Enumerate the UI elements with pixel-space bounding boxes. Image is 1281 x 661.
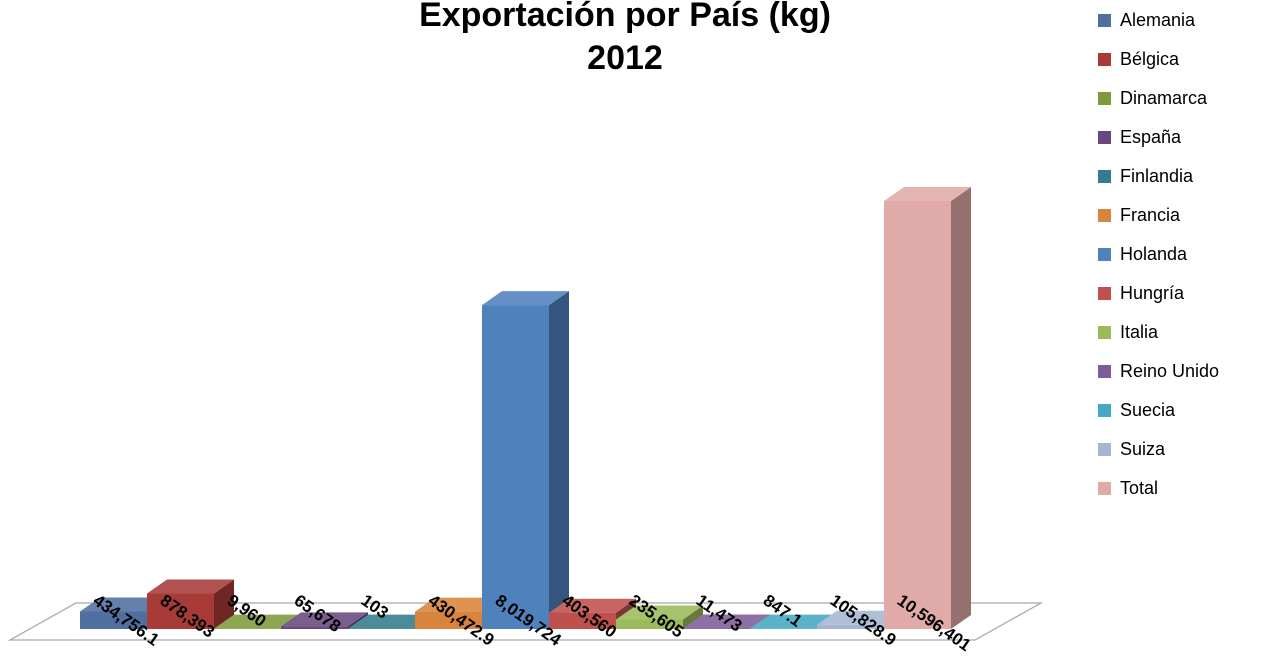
legend-item: Holanda	[1098, 244, 1188, 264]
bar-top	[884, 187, 971, 201]
bar-front	[415, 611, 482, 629]
chart-subtitle: 2012	[587, 39, 663, 77]
bars-group	[80, 187, 971, 629]
legend-item: Italia	[1098, 322, 1159, 342]
legend-label: Dinamarca	[1120, 88, 1208, 108]
legend-label: Reino Unido	[1120, 361, 1219, 381]
legend-item: Dinamarca	[1098, 88, 1208, 108]
bar-side	[214, 579, 234, 629]
bar-españa	[281, 612, 368, 629]
bar-top	[214, 614, 301, 629]
bar-top	[549, 598, 636, 613]
legend-swatch	[1098, 53, 1111, 66]
legend-label: Hungría	[1120, 283, 1185, 303]
bar-side	[951, 187, 971, 629]
legend-item: Bélgica	[1098, 49, 1180, 69]
legend-item: Total	[1098, 478, 1158, 498]
bar-front	[884, 201, 951, 629]
legend-label: Suecia	[1120, 400, 1176, 420]
bar-top	[415, 597, 502, 612]
legend-label: Finlandia	[1120, 166, 1194, 186]
bar-front	[817, 624, 884, 629]
bar-holanda	[482, 291, 569, 629]
bar-front	[147, 593, 214, 629]
legend-swatch	[1098, 404, 1111, 417]
legend-label: Suiza	[1120, 439, 1166, 459]
legend-swatch	[1098, 365, 1111, 378]
bar-front	[281, 626, 348, 629]
legend-swatch	[1098, 443, 1111, 456]
legend-item: Finlandia	[1098, 166, 1194, 186]
legend-label: Alemania	[1120, 10, 1196, 30]
bar-front	[616, 619, 683, 629]
bar-top	[348, 614, 435, 629]
bar-top	[147, 579, 234, 594]
legend-item: Reino Unido	[1098, 361, 1219, 381]
legend-item: Francia	[1098, 205, 1181, 225]
bar-side	[348, 612, 368, 629]
legend-label: Holanda	[1120, 244, 1188, 264]
legend-item: Hungría	[1098, 283, 1185, 303]
legend-item: Alemania	[1098, 10, 1196, 30]
bar-top	[482, 291, 569, 306]
legend-swatch	[1098, 287, 1111, 300]
bar-front	[549, 612, 616, 629]
bar-side	[549, 291, 569, 629]
bar-total	[884, 187, 971, 629]
legend-label: Italia	[1120, 322, 1159, 342]
legend-swatch	[1098, 482, 1111, 495]
legend-label: Total	[1120, 478, 1158, 498]
legend-label: España	[1120, 127, 1182, 147]
legend-item: España	[1098, 127, 1182, 147]
bar-front	[482, 305, 549, 629]
bar-side	[683, 605, 703, 629]
legend: Alemania Bélgica Dinamarca España Finlandia F…	[1098, 10, 1219, 498]
legend-swatch	[1098, 248, 1111, 261]
bar-hungría	[549, 598, 636, 629]
bar-top	[616, 605, 703, 620]
legend-swatch	[1098, 326, 1111, 339]
legend-swatch	[1098, 209, 1111, 222]
legend-swatch	[1098, 131, 1111, 144]
legend-label: Bélgica	[1120, 49, 1180, 69]
bar-front	[80, 611, 147, 629]
bar-top	[750, 614, 837, 629]
chart-title: Exportación por País (kg)	[419, 0, 831, 34]
bar-top	[683, 614, 770, 629]
legend-swatch	[1098, 14, 1111, 27]
bar-top	[817, 610, 904, 625]
bar-italia	[616, 605, 703, 629]
bar-bélgica	[147, 579, 234, 629]
legend-label: Francia	[1120, 205, 1181, 225]
legend-swatch	[1098, 170, 1111, 183]
bar-top	[281, 612, 368, 627]
bar-top	[80, 597, 167, 612]
legend-item: Suecia	[1098, 400, 1176, 420]
legend-swatch	[1098, 92, 1111, 105]
legend-item: Suiza	[1098, 439, 1166, 459]
